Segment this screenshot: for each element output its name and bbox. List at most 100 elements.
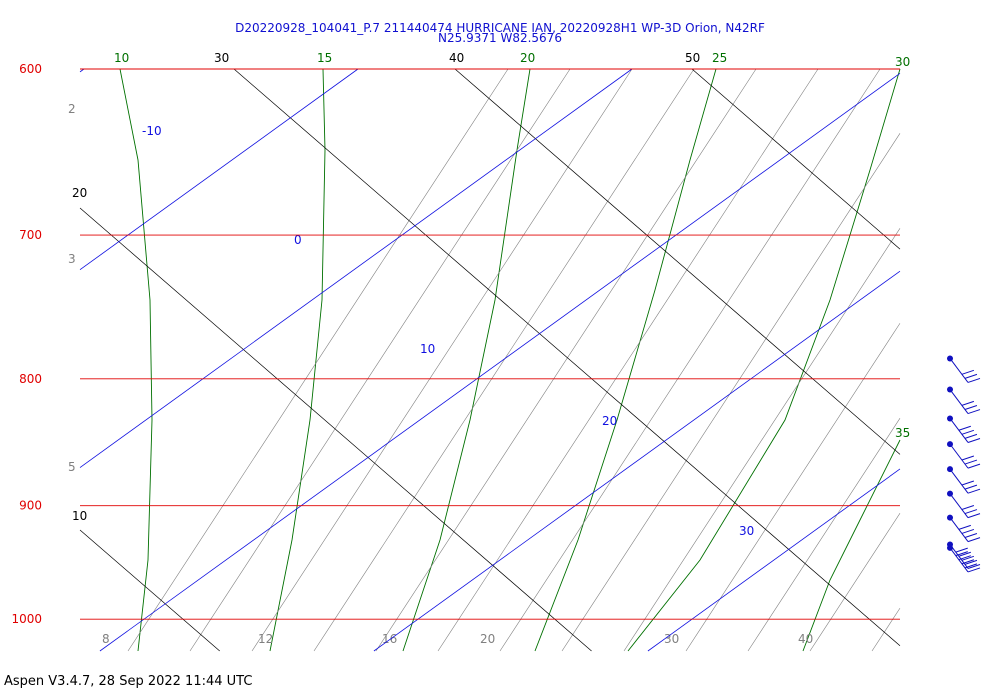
moist-adiabats: 10 15 20 25 30 35 — [114, 51, 910, 652]
wind-barb-staff — [949, 468, 969, 494]
footer-version: Aspen V3.4.7, 28 Sep 2022 11:44 UTC — [4, 674, 253, 689]
wind-barb-flag — [967, 537, 981, 543]
mixing-ratio-line — [809, 512, 901, 652]
moist-adiabat-label: 35 — [895, 426, 910, 440]
isotherm-line — [79, 68, 359, 271]
isotherm-line — [373, 270, 901, 652]
wind-barb-staff — [949, 389, 969, 414]
isotherms: -10 0 10 20 30 — [79, 68, 901, 652]
wind-barb-flag — [964, 433, 978, 439]
wind-barb-flag — [964, 484, 978, 490]
moist-adiabat-line — [802, 439, 901, 652]
dry-adiabat-label: 50 — [685, 51, 700, 65]
isotherm-line — [79, 68, 85, 73]
dry-adiabat-line — [233, 68, 901, 647]
wind-barb-flag — [967, 513, 981, 519]
wind-barb-flag — [961, 505, 975, 510]
pressure-label: 700 — [19, 228, 42, 242]
wind-barb-flag — [967, 567, 981, 573]
mixing-ratio-label: 30 — [664, 632, 679, 646]
mixing-ratio-line — [437, 68, 819, 652]
wind-barb-staff — [949, 443, 969, 469]
isotherm-label: 0 — [294, 233, 302, 247]
wind-barb — [947, 514, 981, 543]
isotherm-line — [79, 68, 633, 468]
wind-barb-flag — [961, 455, 975, 461]
mixing-ratio-line — [251, 68, 633, 652]
axis-labels: 600 700 800 900 1000 — [11, 62, 42, 626]
wind-barb-flag — [961, 555, 975, 561]
isotherm-line — [99, 72, 901, 652]
wind-barb-flag — [961, 369, 975, 375]
chart-subtitle: N25.9371 W82.5676 — [438, 31, 562, 45]
dry-adiabat-line — [79, 207, 592, 652]
isotherm-label: -10 — [142, 124, 162, 138]
isotherm-label: 30 — [739, 524, 754, 538]
wind-barb — [947, 544, 981, 573]
mixing-ratio-line — [375, 68, 757, 652]
mixing-ratio-label: 40 — [798, 632, 813, 646]
wind-barb-flag — [955, 551, 968, 557]
wind-barb-flag — [964, 533, 978, 538]
wind-barb-flag — [958, 555, 971, 561]
wind-barb — [947, 355, 981, 383]
dry-adiabat-line — [79, 529, 220, 652]
wind-barb-flag — [961, 559, 975, 565]
wind-barb-flag — [964, 559, 978, 565]
dry-adiabat-label: 20 — [72, 186, 87, 200]
wind-barb-flag — [958, 551, 971, 557]
isotherm-label: 10 — [420, 342, 435, 356]
moist-adiabat-line — [402, 68, 531, 652]
wind-barb-flag — [964, 404, 978, 410]
wind-barb-flag — [964, 459, 978, 465]
mixing-ratio-label: 5 — [68, 460, 76, 474]
wind-barb-flag — [958, 425, 971, 431]
wind-barb — [947, 415, 981, 443]
mixing-ratio-label: 3 — [68, 252, 76, 266]
wind-barb — [947, 441, 981, 469]
wind-barb-flag — [961, 429, 975, 435]
dry-adiabat-line — [691, 68, 901, 250]
wind-barb-staff — [949, 358, 969, 383]
wind-barb-flag — [967, 409, 981, 415]
isotherm-label: 20 — [602, 414, 617, 428]
moist-adiabat-line — [119, 68, 153, 652]
mixing-ratio-label: 2 — [68, 102, 76, 116]
pressure-label: 800 — [19, 372, 42, 386]
moist-adiabat-line — [627, 68, 901, 652]
wind-barb-flag — [964, 509, 978, 515]
wind-barb-flag — [964, 563, 978, 569]
mixing-ratio-line — [623, 228, 901, 652]
mixing-ratio-line — [313, 68, 695, 652]
wind-barb-flag — [967, 563, 981, 569]
wind-barbs — [947, 355, 981, 573]
dry-adiabat-label: 30 — [214, 51, 229, 65]
dry-adiabat-label: 10 — [72, 509, 87, 523]
wind-barb — [947, 466, 981, 494]
pressure-label: 600 — [19, 62, 42, 76]
mixing-ratio-line — [499, 68, 881, 652]
mixing-ratio-line — [189, 68, 571, 652]
moist-adiabat-line — [269, 68, 326, 652]
chart-title: D20220928_104041_P.7 211440474 HURRICANE… — [235, 21, 765, 35]
dry-adiabats: 10 20 30 40 50 — [72, 51, 901, 652]
wind-barb-flag — [967, 463, 981, 469]
wind-barb-flag — [958, 524, 971, 530]
mixing-ratio-line — [747, 418, 901, 652]
mixing-ratio-label: 8 — [102, 632, 110, 646]
moist-adiabat-label: 25 — [712, 51, 727, 65]
wind-barb-flag — [967, 488, 981, 494]
wind-barb-flag — [967, 438, 981, 443]
moist-adiabat-label: 20 — [520, 51, 535, 65]
mixing-ratio-line — [561, 133, 901, 652]
moist-adiabat-label: 15 — [317, 51, 332, 65]
wind-barb-flag — [967, 377, 981, 383]
mixing-ratio-line — [127, 68, 509, 652]
pressure-label: 900 — [19, 499, 42, 513]
isotherm-line — [647, 468, 901, 652]
mixing-ratio-line — [871, 607, 901, 652]
isobars — [80, 68, 900, 620]
mixing-ratio-label: 12 — [258, 632, 273, 646]
